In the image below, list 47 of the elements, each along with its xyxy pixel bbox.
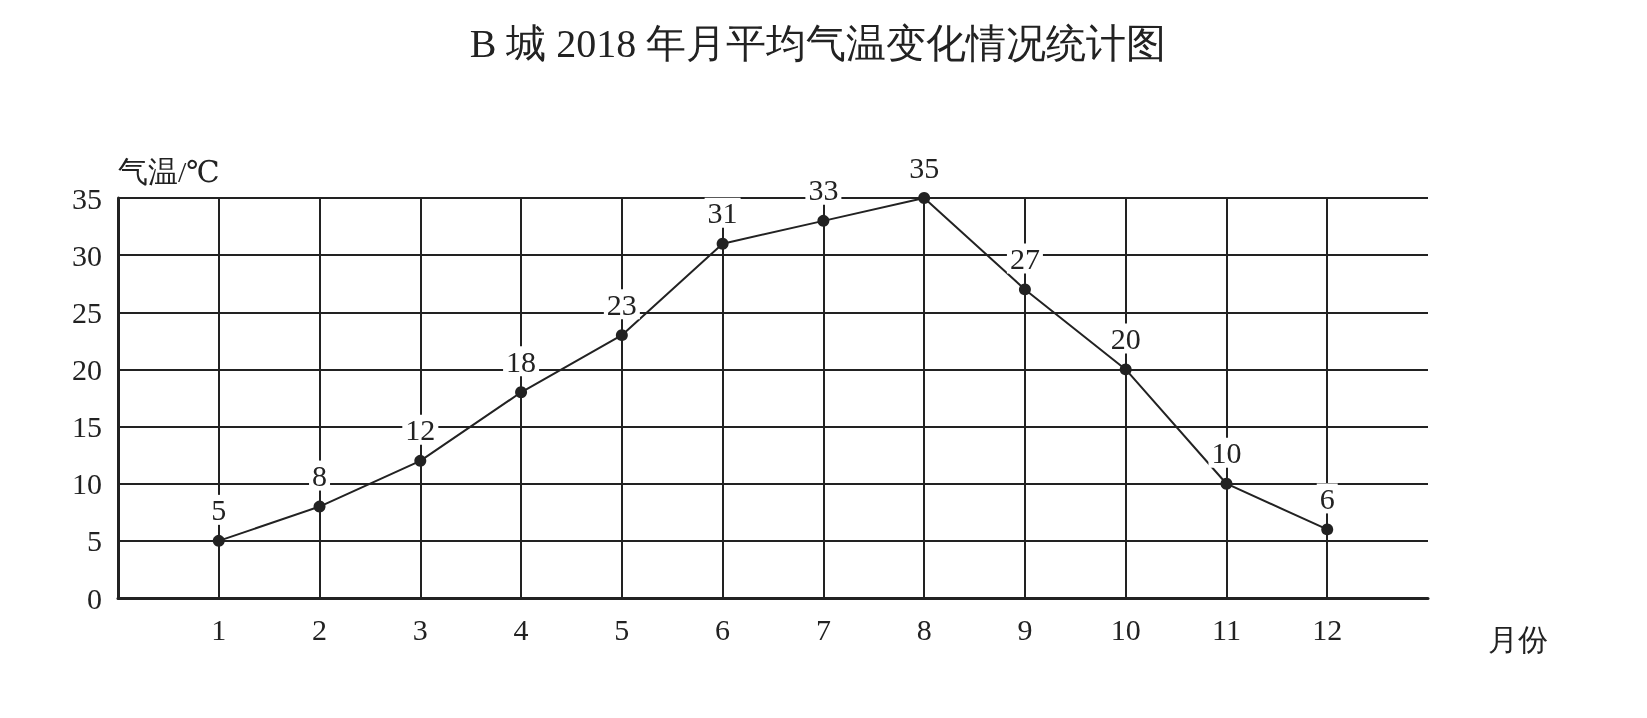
point bbox=[716, 237, 729, 250]
y-tick-label: 35 bbox=[72, 181, 102, 215]
data-label: 35 bbox=[909, 150, 940, 184]
point bbox=[1119, 363, 1132, 376]
point bbox=[1018, 283, 1031, 296]
x-tick-label: 1 bbox=[211, 612, 227, 646]
data-label: 23 bbox=[606, 287, 637, 321]
y-tick-label: 15 bbox=[72, 410, 102, 444]
data-label: 31 bbox=[707, 196, 738, 230]
point bbox=[1321, 523, 1334, 536]
chart-title: B 城 2018 年月平均气温变化情况统计图 bbox=[469, 20, 1167, 66]
y-tick-label: 20 bbox=[72, 352, 102, 386]
x-tick-label: 5 bbox=[614, 612, 630, 646]
data-label: 12 bbox=[405, 413, 436, 447]
data-label: 10 bbox=[1211, 436, 1242, 470]
y-tick-label: 25 bbox=[72, 295, 102, 329]
data-label: 6 bbox=[1319, 481, 1335, 515]
point bbox=[313, 500, 326, 513]
x-tick-label: 7 bbox=[815, 612, 831, 646]
x-tick-label: 6 bbox=[715, 612, 731, 646]
point bbox=[1220, 477, 1233, 490]
x-tick-label: 3 bbox=[412, 612, 428, 646]
point bbox=[817, 214, 830, 227]
data-label: 20 bbox=[1110, 321, 1141, 355]
x-axis-title: 月份 bbox=[1488, 622, 1548, 656]
x-tick-label: 2 bbox=[312, 612, 328, 646]
y-tick-label: 10 bbox=[72, 467, 102, 501]
x-tick-label: 11 bbox=[1212, 612, 1241, 646]
point bbox=[515, 386, 528, 399]
x-tick-label: 10 bbox=[1110, 612, 1141, 646]
x-tick-label: 8 bbox=[916, 612, 932, 646]
data-label: 8 bbox=[312, 459, 328, 493]
data-label: 27 bbox=[1009, 241, 1040, 275]
x-tick-label: 12 bbox=[1312, 612, 1343, 646]
data-label: 5 bbox=[211, 493, 227, 527]
y-axis-title: 气温/℃ bbox=[118, 154, 220, 188]
data-label: 33 bbox=[808, 173, 839, 207]
point bbox=[918, 192, 931, 204]
y-tick-label: 30 bbox=[72, 238, 102, 272]
point bbox=[212, 534, 225, 547]
x-tick-label: 4 bbox=[513, 612, 529, 646]
point bbox=[615, 329, 628, 342]
point bbox=[414, 454, 427, 467]
y-tick-label: 5 bbox=[87, 524, 102, 558]
data-label: 18 bbox=[506, 344, 537, 378]
y-tick-label: 0 bbox=[87, 581, 102, 615]
x-tick-label: 9 bbox=[1017, 612, 1033, 646]
